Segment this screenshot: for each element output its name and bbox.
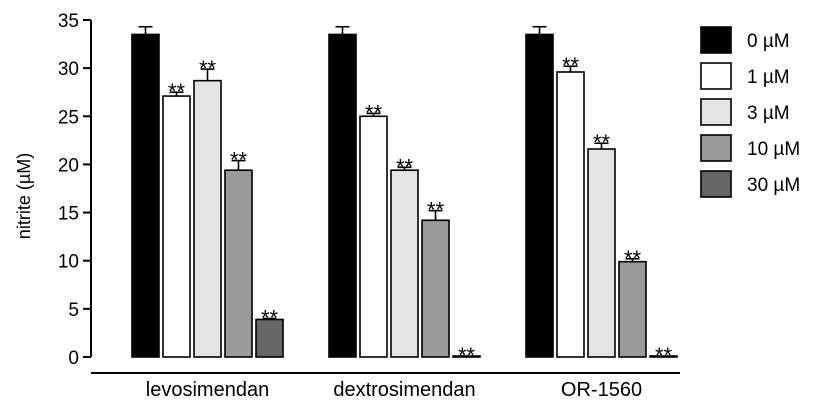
legend-swatch bbox=[700, 134, 732, 162]
legend-item: 0 µM bbox=[700, 26, 790, 54]
legend-swatch bbox=[700, 170, 732, 198]
legend-label: 0 µM bbox=[747, 31, 790, 52]
legend-label: 1 µM bbox=[747, 67, 790, 88]
significance-label: ** bbox=[168, 79, 186, 104]
legend: 0 µM 1 µM 3 µM 10 µM 30 µM bbox=[700, 26, 800, 198]
legend-swatch bbox=[700, 98, 732, 126]
legend-item: 1 µM bbox=[700, 62, 790, 90]
bar bbox=[525, 33, 554, 358]
legend-swatch bbox=[700, 26, 732, 54]
bar bbox=[328, 33, 357, 358]
bar bbox=[131, 33, 160, 358]
bar bbox=[649, 355, 678, 358]
significance-label: ** bbox=[230, 148, 248, 173]
bar bbox=[587, 148, 616, 358]
bar bbox=[193, 79, 222, 358]
bars: ** ** ** ** ** ** ** ** ** ** ** ** bbox=[131, 25, 678, 368]
y-tick-label: 0 bbox=[68, 348, 79, 369]
significance-label: ** bbox=[458, 343, 476, 368]
significance-label: ** bbox=[624, 246, 642, 271]
y-tick-label: 25 bbox=[58, 107, 79, 128]
category-label: levosimendan bbox=[146, 379, 269, 401]
significance-label: ** bbox=[655, 343, 673, 368]
bar-group-0: ** ** ** ** bbox=[131, 25, 284, 358]
x-axis: levosimendan dextrosimendan OR-1560 bbox=[91, 372, 680, 401]
y-tick-label: 15 bbox=[58, 204, 79, 225]
significance-label: ** bbox=[365, 100, 383, 125]
bar bbox=[452, 355, 481, 358]
bar-group-1: ** ** ** ** bbox=[328, 25, 481, 368]
bar bbox=[255, 318, 284, 358]
bar-group-2: ** ** ** ** bbox=[525, 25, 678, 368]
legend-item: 30 µM bbox=[700, 170, 800, 198]
bar bbox=[421, 219, 450, 358]
bar bbox=[224, 169, 253, 358]
significance-label: ** bbox=[562, 53, 580, 78]
legend-label: 3 µM bbox=[747, 103, 790, 124]
y-tick-label: 10 bbox=[58, 252, 79, 273]
legend-item: 3 µM bbox=[700, 98, 790, 126]
y-tick-label: 20 bbox=[58, 155, 79, 176]
bar bbox=[162, 95, 191, 358]
significance-label: ** bbox=[427, 198, 445, 223]
legend-item: 10 µM bbox=[700, 134, 800, 162]
y-axis: 0 5 10 15 20 25 30 35 bbox=[58, 11, 92, 369]
y-axis-title: nitrite (µM) bbox=[14, 153, 34, 239]
legend-label: 30 µM bbox=[747, 175, 800, 196]
category-label: OR-1560 bbox=[561, 379, 642, 401]
y-tick-label: 35 bbox=[58, 11, 79, 32]
significance-label: ** bbox=[199, 56, 217, 81]
bar bbox=[359, 115, 388, 358]
significance-label: ** bbox=[593, 130, 611, 155]
bar bbox=[556, 71, 585, 358]
legend-label: 10 µM bbox=[747, 139, 800, 160]
y-tick-label: 30 bbox=[58, 59, 79, 80]
category-label: dextrosimendan bbox=[333, 379, 475, 401]
significance-label: ** bbox=[396, 154, 414, 179]
bar bbox=[618, 260, 647, 358]
y-tick-label: 5 bbox=[68, 300, 79, 321]
legend-swatch bbox=[700, 62, 732, 90]
significance-label: ** bbox=[261, 305, 279, 330]
bar bbox=[390, 169, 419, 358]
